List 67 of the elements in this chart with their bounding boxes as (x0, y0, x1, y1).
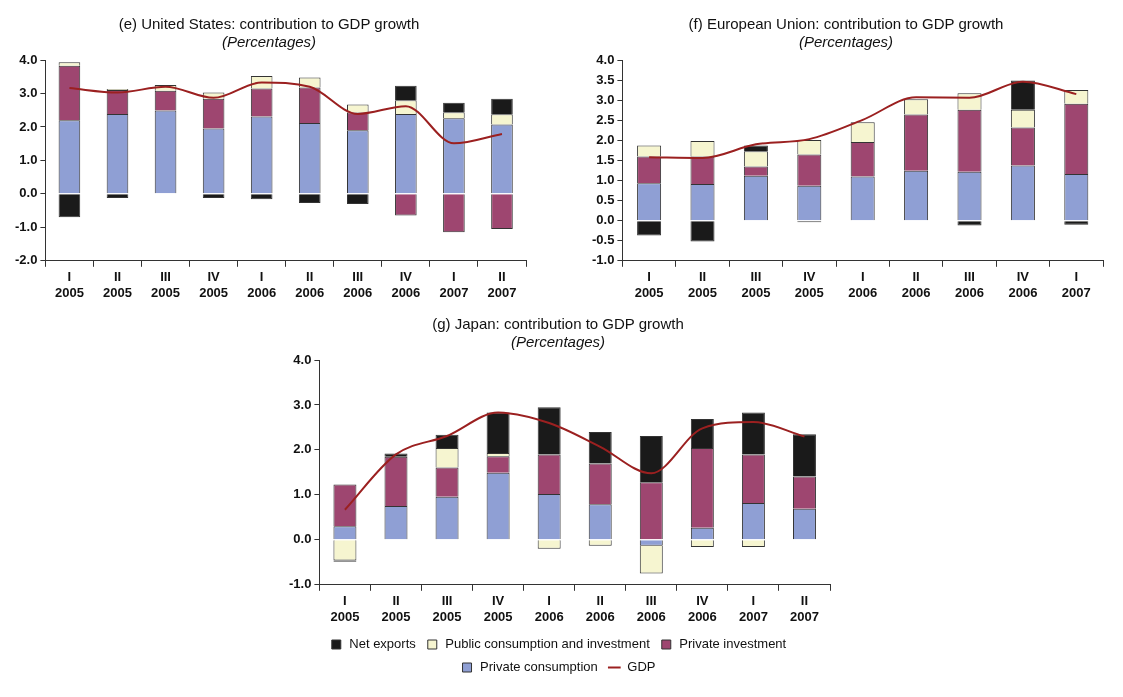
x-tick-label: II 2007 (487, 269, 517, 300)
x-tick-label: IV 2005 (483, 593, 513, 624)
y-tick-label: 1.0 (292, 486, 311, 502)
x-tick-label: II 2005 (688, 269, 717, 300)
y-tick-label: 3.5 (596, 71, 615, 87)
y-tick-label: 0.5 (596, 192, 615, 208)
x-tick-label: IV 2006 (687, 593, 717, 624)
y-tick-label: -2.0 (14, 252, 38, 268)
line-series (68, 81, 503, 145)
x-tick-label: I 2007 (738, 593, 768, 624)
x-tick-label: II 2007 (789, 593, 819, 624)
y-tick-label: 0.0 (596, 212, 615, 228)
x-tick-label: IV 2005 (794, 269, 824, 300)
y-tick-label: 0.0 (292, 531, 311, 547)
x-tick-label: IV 2006 (391, 269, 421, 300)
x-tick-label: III 2006 (955, 269, 984, 300)
chart-title: (f) European Union: contribution to GDP growth (688, 15, 1004, 33)
x-tick-label: I 2007 (1061, 269, 1091, 300)
chart-title: (e) United States: contribution to GDP growth (118, 15, 420, 33)
line-series (648, 80, 1078, 159)
y-tick-label: 4.0 (596, 51, 615, 67)
chart-title: (g) Japan: contribution to GDP growth (431, 315, 684, 333)
x-tick-label: III 2005 (741, 269, 771, 300)
y-tick-label: 3.0 (596, 91, 615, 107)
chart-subtitle: (Percentages) (221, 33, 317, 51)
x-tick-label: I 2006 (247, 269, 277, 300)
x-tick-label: I 2006 (848, 269, 878, 300)
x-tick-label: III 2006 (343, 269, 373, 300)
x-tick-label: III 2005 (151, 269, 181, 300)
legend-label: GDP (626, 659, 655, 675)
y-tick-label: 1.0 (19, 151, 38, 167)
y-tick-label: 2.0 (596, 131, 615, 147)
y-tick-label: 1.5 (596, 151, 615, 167)
legend-label: Private consumption (479, 659, 598, 675)
x-tick-label: III 2006 (636, 593, 666, 624)
y-tick-label: 3.0 (292, 396, 311, 412)
y-tick-label: 0.0 (19, 185, 38, 201)
x-tick-label: III 2005 (432, 593, 462, 624)
y-tick-label: 2.0 (292, 441, 311, 457)
y-tick-label: 3.0 (19, 85, 38, 101)
x-tick-label: II 2005 (103, 269, 132, 300)
x-tick-label: IV 2006 (1008, 269, 1038, 300)
y-tick-label: -1.0 (14, 218, 38, 234)
x-tick-label: I 2005 (634, 269, 664, 300)
x-tick-label: I 2005 (54, 269, 84, 300)
y-tick-label: 4.0 (292, 351, 311, 367)
x-tick-label: II 2006 (585, 593, 615, 624)
x-tick-label: II 2006 (295, 269, 325, 300)
x-tick-label: I 2006 (534, 593, 564, 624)
x-tick-label: II 2006 (901, 269, 931, 300)
y-tick-label: 1.0 (596, 172, 615, 188)
line-series (343, 411, 805, 511)
y-tick-label: -1.0 (591, 252, 615, 268)
legend-label: Public consumption and investment (444, 636, 650, 652)
y-tick-label: 2.0 (19, 118, 38, 134)
x-tick-label: I 2005 (329, 593, 359, 624)
x-tick-label: I 2007 (439, 269, 469, 300)
legend-label: Private investment (678, 636, 787, 652)
chart-subtitle: (Percentages) (798, 33, 894, 51)
y-tick-label: 4.0 (19, 51, 38, 67)
y-tick-label: -0.5 (591, 232, 615, 248)
x-tick-label: IV 2005 (199, 269, 229, 300)
chart-subtitle: (Percentages) (510, 333, 605, 351)
x-tick-label: II 2005 (381, 593, 410, 624)
y-tick-label: 2.5 (596, 111, 615, 127)
legend-label: Net exports (348, 636, 416, 652)
y-tick-label: -1.0 (288, 576, 311, 592)
